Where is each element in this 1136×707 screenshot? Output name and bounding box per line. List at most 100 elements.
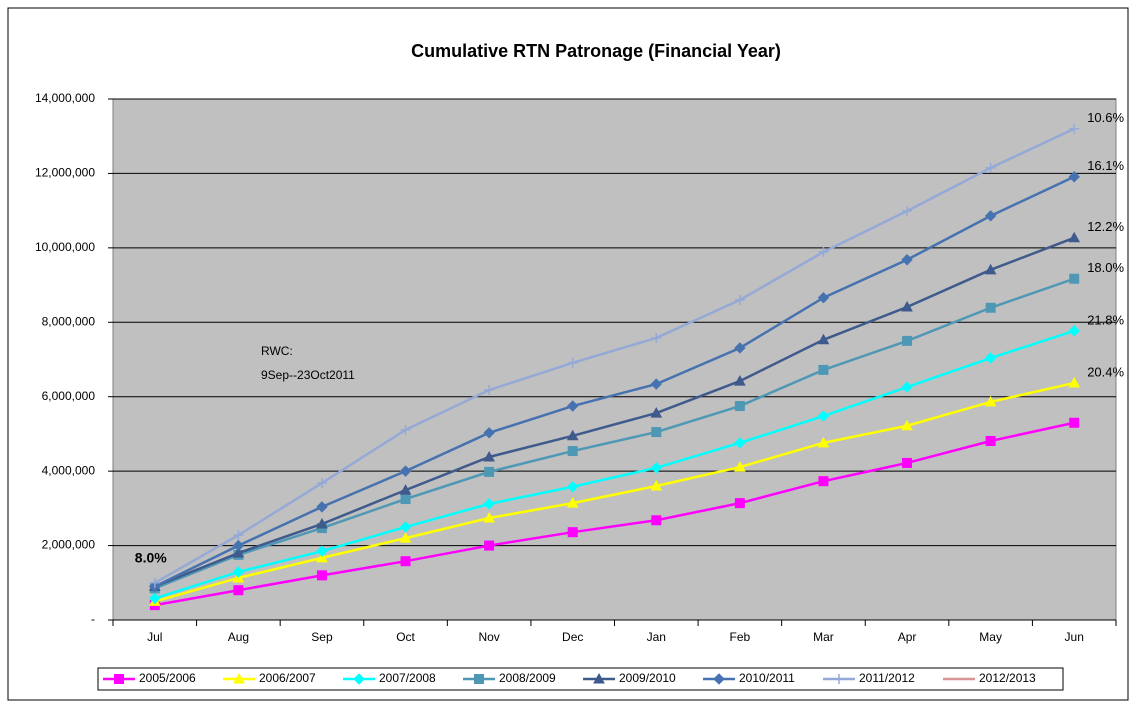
point (818, 246, 829, 257)
annotation: RWC: (261, 344, 293, 358)
point (734, 375, 746, 386)
point (566, 497, 579, 508)
point (985, 435, 996, 446)
point (650, 378, 662, 390)
x-tick-label: Sep (311, 630, 333, 644)
legend-marker (114, 674, 124, 684)
point (734, 498, 745, 509)
x-tick-label: May (979, 630, 1002, 644)
point (149, 577, 160, 588)
series-line (154, 381, 1075, 603)
legend-marker (834, 674, 844, 684)
point (984, 395, 997, 407)
point (902, 457, 913, 468)
end-label: 20.4% (1087, 364, 1124, 379)
point (818, 476, 829, 487)
point (985, 302, 996, 313)
legend-marker (474, 674, 484, 684)
point (984, 263, 997, 275)
point (984, 210, 997, 222)
y-tick-label: 6,000,000 (42, 389, 96, 403)
point (400, 494, 411, 505)
legend-label: 2010/2011 (739, 671, 795, 685)
point (817, 292, 830, 304)
annotation: 9Sep--23Oct2011 (261, 368, 355, 382)
point (651, 332, 662, 343)
point (566, 429, 579, 441)
point (232, 546, 245, 558)
y-tick-label: 10,000,000 (35, 240, 95, 254)
point (901, 254, 913, 266)
x-tick-label: Jun (1065, 630, 1084, 644)
point (1069, 417, 1080, 428)
point (901, 381, 913, 393)
point (316, 478, 327, 489)
point (1068, 231, 1081, 243)
point (1068, 376, 1081, 388)
series-line (154, 329, 1075, 600)
point (149, 592, 161, 605)
point (316, 551, 328, 563)
legend (97, 667, 1064, 691)
x-tick-label: Dec (562, 630, 583, 644)
y-tick-label: 8,000,000 (42, 314, 96, 328)
point (567, 400, 579, 412)
legend-label: 2009/2010 (619, 671, 676, 685)
point (567, 481, 579, 493)
point (817, 436, 830, 448)
end-label: 18.0% (1087, 260, 1124, 275)
point (817, 333, 830, 345)
point (483, 512, 495, 523)
legend-marker (233, 672, 245, 684)
point (400, 556, 411, 567)
y-tick-label: 2,000,000 (42, 538, 96, 552)
y-tick-label: 12,000,000 (35, 166, 95, 180)
point (734, 294, 745, 305)
end-label: 16.1% (1087, 158, 1124, 173)
y-tick-label: - (91, 612, 95, 626)
point (902, 206, 913, 217)
point (901, 419, 913, 431)
legend-marker (353, 673, 365, 685)
legend-label: 2005/2006 (139, 671, 196, 685)
point (1069, 273, 1080, 284)
legend-label: 2012/2013 (979, 671, 1036, 685)
x-tick-label: Jul (147, 630, 162, 644)
point (567, 527, 578, 538)
point (818, 364, 829, 375)
series-line (154, 236, 1075, 588)
series-line (154, 127, 1075, 584)
point (567, 446, 578, 457)
point (399, 465, 412, 477)
point (650, 462, 662, 474)
point (734, 401, 745, 412)
series-line (154, 421, 1075, 607)
point (902, 335, 913, 346)
y-tick-label: 14,000,000 (35, 91, 95, 105)
point (316, 545, 328, 557)
plot-area (112, 98, 1117, 621)
point (1069, 123, 1080, 134)
point (567, 357, 578, 368)
y-tick-label: 4,000,000 (42, 463, 96, 477)
point (484, 540, 495, 551)
point (984, 352, 997, 364)
legend-label: 2008/2009 (499, 671, 556, 685)
point (483, 450, 495, 462)
x-tick-label: Apr (898, 630, 917, 644)
x-tick-label: Jan (647, 630, 666, 644)
point (901, 300, 913, 312)
point (651, 515, 662, 526)
point (650, 479, 663, 491)
x-tick-label: Mar (813, 630, 834, 644)
point (233, 585, 244, 596)
point (734, 437, 746, 449)
legend-marker (593, 672, 605, 684)
legend-label: 2011/2012 (859, 671, 915, 685)
point (316, 570, 327, 581)
legend-marker (713, 673, 725, 685)
point (483, 498, 495, 510)
x-tick-label: Aug (228, 630, 249, 644)
x-tick-label: Oct (396, 630, 415, 644)
